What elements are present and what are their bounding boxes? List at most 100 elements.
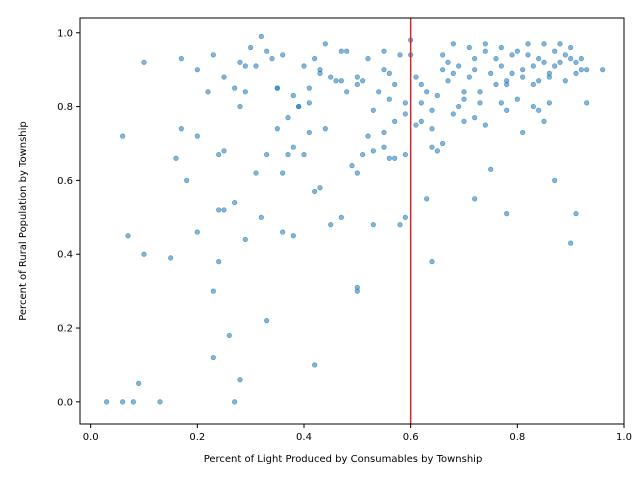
data-point xyxy=(381,129,387,136)
data-point xyxy=(397,222,403,228)
data-point xyxy=(301,63,307,69)
data-point xyxy=(338,78,344,84)
data-point xyxy=(434,148,440,154)
data-point xyxy=(402,111,408,117)
data-point xyxy=(493,55,499,62)
data-point xyxy=(552,48,558,54)
data-point xyxy=(578,67,584,73)
data-point xyxy=(210,354,216,361)
data-point xyxy=(520,74,526,80)
data-point xyxy=(354,170,360,176)
data-point xyxy=(344,89,350,95)
data-point xyxy=(381,67,387,73)
data-point xyxy=(338,214,344,220)
data-point xyxy=(541,118,547,124)
data-point xyxy=(568,240,574,246)
data-point xyxy=(402,100,408,106)
data-point xyxy=(520,129,526,136)
data-point xyxy=(365,133,371,139)
data-point xyxy=(488,166,494,172)
data-point xyxy=(429,126,435,132)
data-point xyxy=(322,41,328,47)
data-point xyxy=(242,236,248,243)
data-point xyxy=(120,399,126,405)
data-point xyxy=(269,55,275,62)
data-point xyxy=(424,196,430,202)
data-point xyxy=(504,211,510,217)
data-point xyxy=(440,140,446,147)
data-point xyxy=(504,107,510,113)
data-point xyxy=(312,55,318,62)
data-point xyxy=(552,63,558,69)
data-point xyxy=(504,78,510,84)
data-point xyxy=(344,48,350,54)
x-axis-label: Percent of Light Produced by Consumables… xyxy=(204,454,483,465)
data-point xyxy=(472,196,478,202)
data-point xyxy=(104,399,110,405)
data-point xyxy=(578,55,584,62)
data-point xyxy=(354,288,360,294)
data-point xyxy=(322,126,328,132)
data-point xyxy=(365,55,371,62)
data-point xyxy=(210,288,216,294)
data-point xyxy=(461,89,467,95)
data-point xyxy=(498,63,504,69)
data-point xyxy=(210,52,216,58)
data-point xyxy=(312,362,318,368)
x-tick-label: 0.0 xyxy=(83,432,99,443)
data-point xyxy=(285,115,291,121)
data-point xyxy=(253,63,259,69)
data-point xyxy=(274,85,280,91)
data-point xyxy=(168,255,174,261)
data-point xyxy=(354,74,360,80)
data-point xyxy=(392,81,398,88)
y-tick-label: 0.4 xyxy=(57,250,73,261)
data-point xyxy=(568,44,574,51)
data-point xyxy=(477,100,483,106)
data-point xyxy=(317,70,323,76)
data-point xyxy=(488,70,494,76)
data-point xyxy=(536,107,542,113)
y-tick-label: 0.2 xyxy=(57,324,73,335)
data-point xyxy=(280,229,286,235)
data-point xyxy=(333,78,339,84)
data-point xyxy=(216,207,222,213)
data-point xyxy=(386,96,392,102)
data-point xyxy=(402,151,408,158)
data-point xyxy=(397,52,403,58)
data-point xyxy=(440,52,446,58)
data-point xyxy=(178,126,184,132)
data-point xyxy=(541,59,547,65)
data-points xyxy=(104,33,606,405)
x-tick-label: 0.2 xyxy=(189,432,205,443)
data-point xyxy=(514,48,520,54)
data-point xyxy=(557,59,563,65)
data-point xyxy=(173,155,179,161)
data-point xyxy=(232,399,238,405)
data-point xyxy=(253,170,259,176)
data-point xyxy=(541,41,547,47)
data-point xyxy=(226,332,232,339)
data-point xyxy=(482,48,488,54)
data-point xyxy=(370,107,376,113)
data-point xyxy=(141,59,147,65)
data-point xyxy=(557,41,563,47)
data-point xyxy=(429,107,435,113)
data-point xyxy=(306,129,312,136)
data-point xyxy=(530,81,536,88)
data-point xyxy=(290,92,296,99)
data-point xyxy=(482,41,488,47)
data-point xyxy=(445,78,451,84)
data-point xyxy=(386,155,392,161)
data-point xyxy=(392,155,398,161)
data-point xyxy=(178,55,184,62)
data-point xyxy=(237,59,243,65)
data-point xyxy=(584,67,590,73)
data-point xyxy=(194,133,200,139)
y-tick-label: 0.6 xyxy=(57,176,73,187)
data-point xyxy=(232,85,238,91)
y-axis-label: Percent of Rural Population by Township xyxy=(18,121,29,321)
data-point xyxy=(525,52,531,58)
data-point xyxy=(376,89,382,95)
